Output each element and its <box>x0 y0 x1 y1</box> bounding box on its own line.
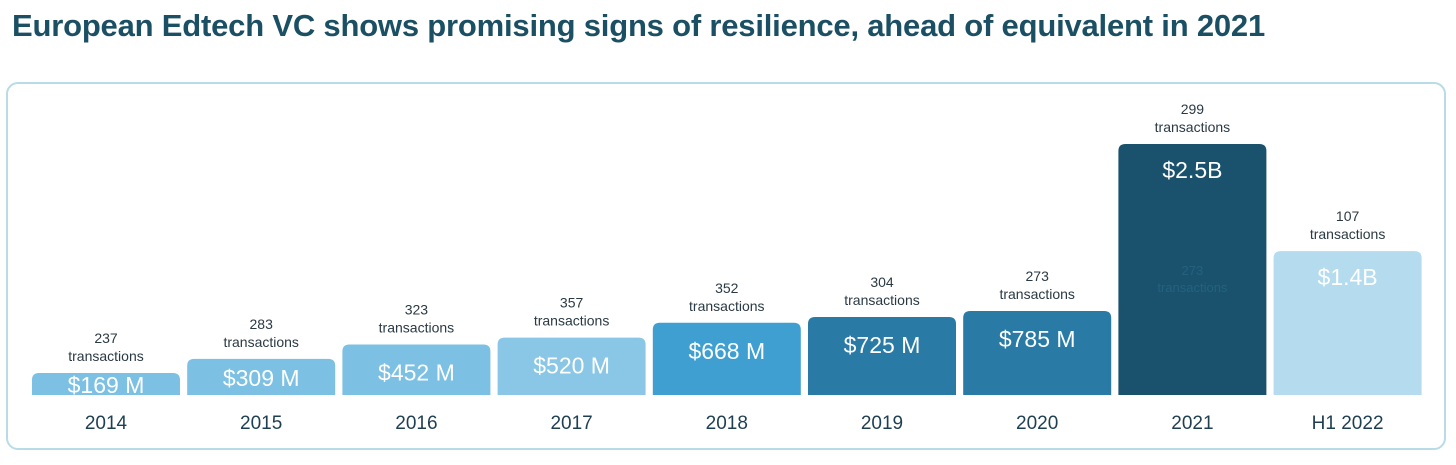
transactions-label: transactions <box>68 348 143 364</box>
transactions-label: transactions <box>689 298 764 314</box>
bar-2020 <box>963 311 1112 395</box>
x-tick-label: 2015 <box>240 413 282 434</box>
x-tick-label: H1 2022 <box>1312 413 1384 434</box>
transactions-label: transactions <box>999 286 1074 302</box>
transactions-count: 357 <box>560 295 584 311</box>
value-label: $725 M <box>844 332 921 358</box>
page-title: European Edtech VC shows promising signs… <box>12 8 1266 43</box>
value-label: $785 M <box>999 326 1076 352</box>
transactions-label: transactions <box>223 334 298 350</box>
value-label: $309 M <box>223 365 300 391</box>
bar-2016 <box>342 344 491 395</box>
bar-2021 <box>1118 144 1267 395</box>
bar-h1-2022 <box>1273 251 1422 395</box>
transactions-count: 352 <box>715 280 739 296</box>
value-label: $169 M <box>68 372 145 398</box>
transactions-label: transactions <box>1310 226 1385 242</box>
bar-2017 <box>497 337 646 395</box>
transactions-count: 283 <box>250 316 274 332</box>
transactions-count: 273 <box>1026 268 1050 284</box>
transactions-count: 323 <box>405 302 429 318</box>
ghost-transactions-count: 273 <box>1182 263 1204 278</box>
x-tick-label: 2016 <box>395 413 437 434</box>
bar-2018 <box>652 322 801 395</box>
transactions-label: transactions <box>1155 119 1230 135</box>
x-tick-label: 2019 <box>861 413 903 434</box>
ghost-transactions-label: transactions <box>1157 280 1228 295</box>
transactions-count: 107 <box>1336 208 1360 224</box>
transactions-count: 299 <box>1181 101 1205 117</box>
x-tick-label: 2020 <box>1016 413 1058 434</box>
transactions-count: 237 <box>94 330 118 346</box>
value-label: $1.4B <box>1318 264 1378 290</box>
transactions-label: transactions <box>534 313 609 329</box>
bar-chart: $169 M 237 transactions 2014 $309 M 283 transa… <box>32 101 1422 434</box>
bar-2015 <box>187 358 336 395</box>
x-tick-label: 2017 <box>550 413 592 434</box>
transactions-label: transactions <box>379 320 454 336</box>
value-label: $452 M <box>378 360 455 386</box>
x-tick-label: 2018 <box>706 413 748 434</box>
bar-2019 <box>808 317 956 395</box>
x-tick-label: 2021 <box>1171 413 1213 434</box>
x-tick-label: 2014 <box>85 413 128 434</box>
value-label: $520 M <box>533 353 610 379</box>
chart-panel: $169 M 237 transactions 2014 $309 M 283 transa… <box>6 82 1446 450</box>
transactions-label: transactions <box>844 292 919 308</box>
transactions-count: 304 <box>870 274 894 290</box>
bar-2014 <box>32 373 180 395</box>
value-label: $2.5B <box>1162 157 1222 183</box>
value-label: $668 M <box>688 338 765 364</box>
